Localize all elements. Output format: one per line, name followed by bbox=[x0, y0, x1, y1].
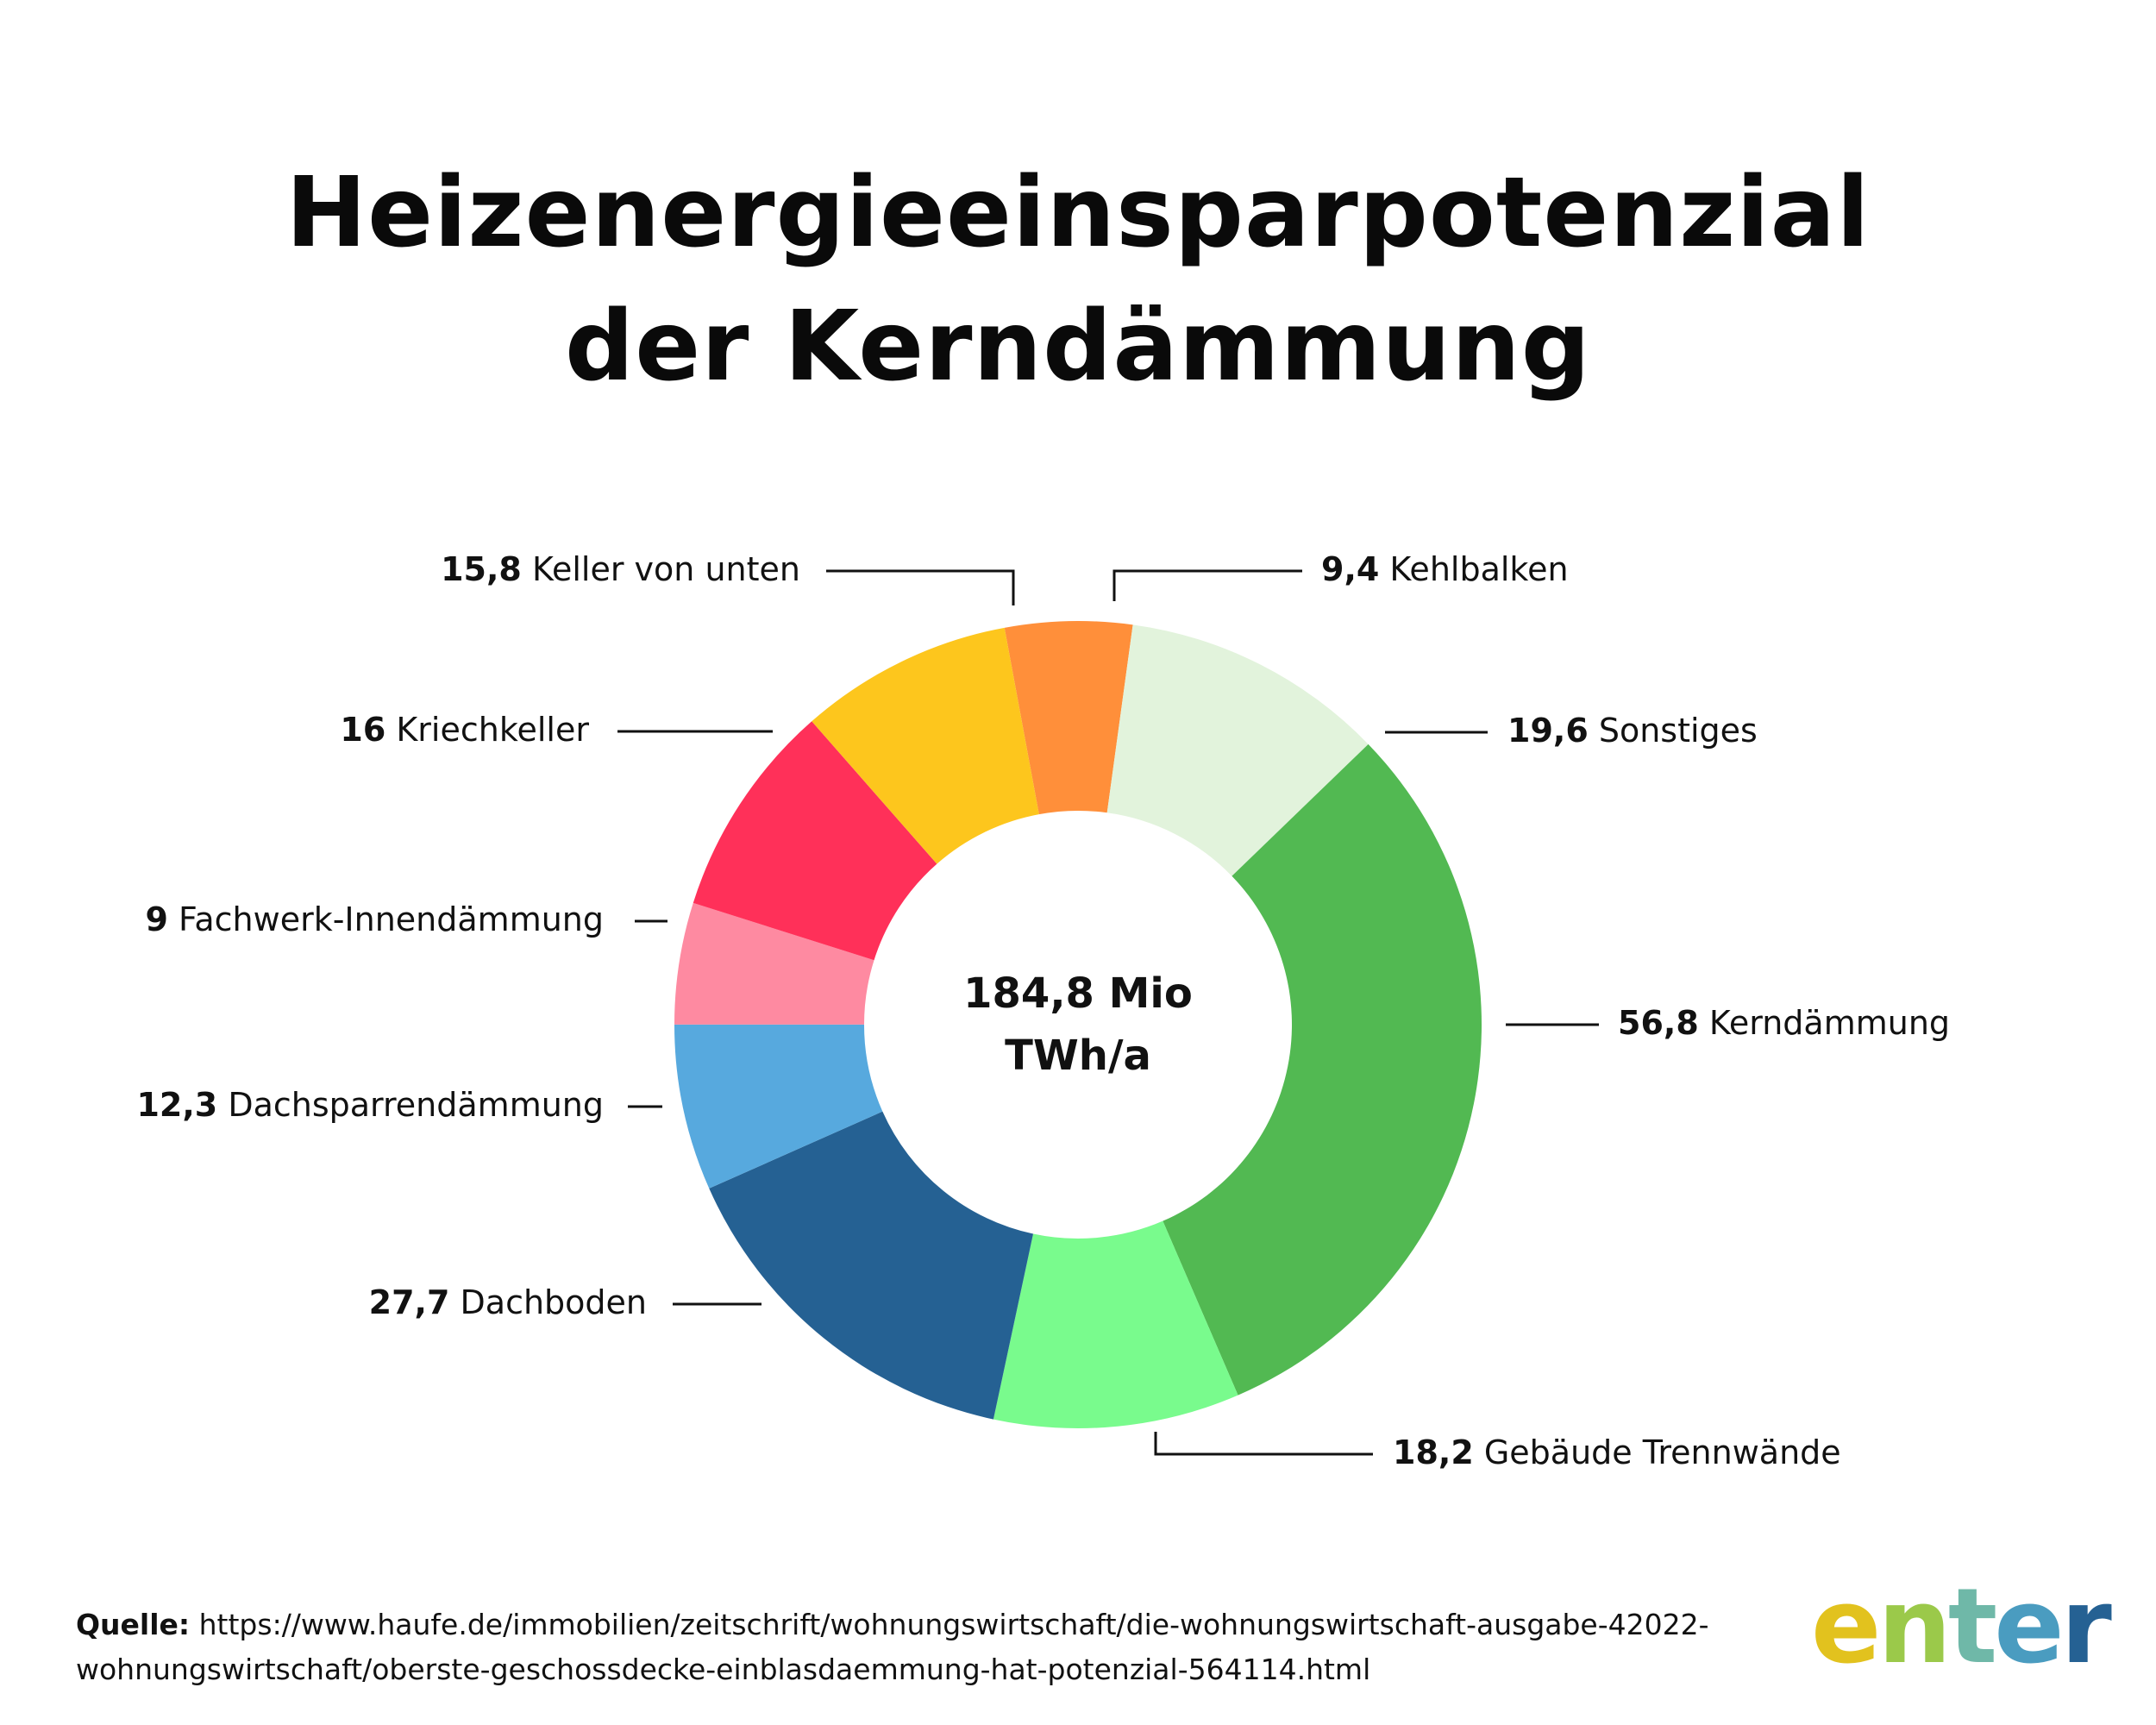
center-total-unit: TWh/a bbox=[1005, 1032, 1151, 1080]
logo-letter: n bbox=[1877, 1567, 1951, 1687]
data-label-kerndämmung: 56,8 Kerndämmung bbox=[1618, 1004, 1950, 1042]
data-label-sonstiges: 19,6 Sonstiges bbox=[1507, 712, 1758, 750]
data-label-category: Dachsparrendämmung bbox=[217, 1086, 604, 1124]
source-url[interactable]: https://www.haufe.de/immobilien/zeitschr… bbox=[76, 1608, 1709, 1686]
data-label-dachsparrendämmung: 12,3 Dachsparrendämmung bbox=[136, 1086, 604, 1124]
data-label-category: Gebäude Trennwände bbox=[1474, 1433, 1841, 1471]
chart-title-line-2: der Kerndämmung bbox=[565, 291, 1591, 403]
data-label-keller-von-unten: 15,8 Keller von unten bbox=[441, 550, 800, 588]
data-label-value: 16 bbox=[340, 711, 385, 749]
data-label-dachboden: 27,7 Dachboden bbox=[369, 1283, 647, 1321]
source-note: Quelle: https://www.haufe.de/immobilien/… bbox=[76, 1603, 1758, 1692]
data-label-category: Kerndämmung bbox=[1699, 1004, 1950, 1042]
data-label-gebäude-trennwände: 18,2 Gebäude Trennwände bbox=[1393, 1433, 1841, 1471]
data-label-category: Kehlbalken bbox=[1379, 550, 1568, 588]
logo-letter: t bbox=[1947, 1567, 1997, 1687]
enter-logo: enter bbox=[1811, 1567, 2112, 1687]
data-label-value: 9 bbox=[145, 900, 167, 938]
source-label: Quelle: bbox=[76, 1608, 191, 1641]
data-label-category: Kriechkeller bbox=[385, 711, 589, 749]
data-label-value: 15,8 bbox=[441, 550, 522, 588]
slice-kerndämmung bbox=[1163, 743, 1482, 1396]
data-label-category: Keller von unten bbox=[522, 550, 800, 588]
slice-kriechkeller bbox=[693, 721, 937, 961]
center-total-value: 184,8 Mio bbox=[963, 969, 1193, 1018]
leader-lines bbox=[617, 569, 1599, 1456]
data-label-category: Dachboden bbox=[449, 1283, 647, 1321]
leader-line-kehlbalken bbox=[1112, 569, 1302, 601]
logo-letter: r bbox=[2060, 1567, 2112, 1687]
slice-dachboden bbox=[709, 1111, 1034, 1420]
slice-labels: 9,4 Kehlbalken 19,6 Sonstiges 56,8 Kerndäm… bbox=[136, 550, 1950, 1471]
slice-dachsparrendämmung bbox=[674, 1024, 883, 1189]
data-label-value: 9,4 bbox=[1321, 550, 1379, 588]
data-label-category: Sonstiges bbox=[1589, 712, 1758, 750]
chart-title-line-1: Heizenergieeinsparpotenzial bbox=[285, 157, 1871, 269]
slice-keller-von-unten bbox=[812, 627, 1039, 864]
data-label-kriechkeller: 16 Kriechkeller bbox=[340, 711, 589, 749]
data-label-value: 56,8 bbox=[1618, 1004, 1699, 1042]
slice-fachwerk-innendämmung bbox=[674, 902, 874, 1025]
leader-line-gebäude-trennwände bbox=[1154, 1432, 1373, 1456]
logo-letter: e bbox=[1811, 1567, 1881, 1687]
data-label-kehlbalken: 9,4 Kehlbalken bbox=[1321, 550, 1569, 588]
data-label-value: 12,3 bbox=[136, 1086, 217, 1124]
data-label-fachwerk-innendämmung: 9 Fachwerk-Innendämmung bbox=[145, 900, 604, 938]
data-label-category: Fachwerk-Innendämmung bbox=[168, 900, 604, 938]
data-label-value: 19,6 bbox=[1507, 712, 1589, 750]
leader-line-keller-von-unten bbox=[826, 569, 1015, 605]
data-label-value: 18,2 bbox=[1393, 1433, 1474, 1471]
slice-sonstiges bbox=[1106, 624, 1369, 876]
logo-letter: e bbox=[1994, 1567, 2064, 1687]
data-label-value: 27,7 bbox=[369, 1283, 450, 1321]
chart-title: Heizenergieeinsparpotenzial der Kerndämm… bbox=[0, 147, 2156, 414]
slice-kehlbalken bbox=[1004, 621, 1133, 815]
slice-gebäude-trennwände bbox=[993, 1220, 1238, 1429]
donut-slices bbox=[674, 621, 1482, 1429]
